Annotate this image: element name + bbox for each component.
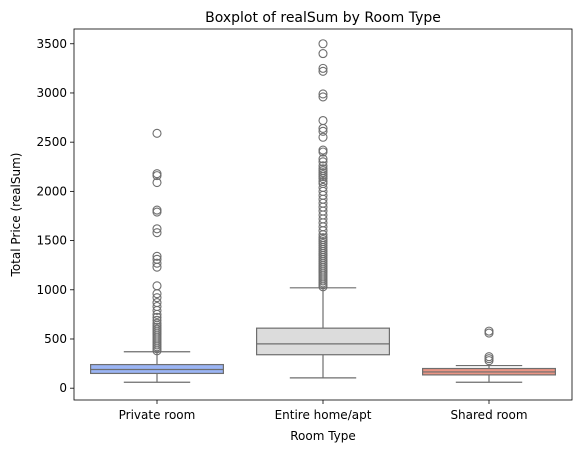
- outlier-point: [152, 128, 162, 138]
- outlier-point: [152, 312, 162, 322]
- boxes: [89, 39, 557, 383]
- x-tick-label: Entire home/apt: [275, 408, 372, 422]
- outlier-point: [152, 205, 162, 215]
- outlier-point: [318, 154, 328, 164]
- y-tick-label: 500: [44, 332, 67, 346]
- outlier-point: [318, 145, 328, 155]
- y-tick-label: 3500: [36, 37, 67, 51]
- outlier-point: [318, 176, 328, 187]
- y-tick-label: 2500: [36, 135, 67, 149]
- y-tick-label: 1000: [36, 283, 67, 297]
- outlier-point: [484, 354, 494, 364]
- outlier-point: [152, 258, 162, 268]
- outlier-point: [152, 315, 162, 325]
- x-axis-label: Room Type: [290, 429, 356, 443]
- outlier-point: [318, 126, 328, 136]
- y-tick-label: 3000: [36, 86, 67, 100]
- outlier-point: [318, 39, 328, 49]
- iqr-box: [256, 327, 391, 356]
- box-group: [256, 39, 391, 379]
- outlier-point: [152, 293, 162, 303]
- outlier-point: [318, 49, 328, 59]
- outlier-point: [152, 298, 162, 308]
- outlier-point: [152, 301, 162, 312]
- outlier-point: [318, 63, 328, 73]
- outlier-point: [318, 161, 328, 171]
- y-tick-label: 1500: [36, 234, 67, 248]
- outlier-point: [318, 89, 328, 99]
- outlier-point: [152, 224, 162, 234]
- outlier-point: [484, 352, 494, 362]
- outlier-point: [152, 254, 162, 264]
- outlier-point: [152, 318, 162, 328]
- plot-frame: [73, 28, 573, 401]
- chart-title: Boxplot of realSum by Room Type: [205, 10, 441, 26]
- outlier-point: [318, 66, 328, 76]
- y-tick-label: 2000: [36, 184, 67, 198]
- outlier-point: [484, 328, 494, 338]
- outlier-point: [152, 169, 162, 179]
- outlier-point: [152, 251, 162, 261]
- outlier-point: [318, 132, 328, 142]
- y-axis-label: Total Price (realSum): [9, 153, 23, 278]
- outlier-point: [318, 164, 328, 174]
- y-axis: 0 500 1000 1500 2000 2500 3000 3500: [36, 37, 74, 395]
- x-tick-label: Shared room: [450, 408, 527, 422]
- outlier-point: [318, 182, 328, 192]
- y-tick-label: 0: [59, 381, 67, 395]
- box-group: [422, 326, 557, 383]
- outlier-point: [318, 157, 328, 167]
- outlier-point: [318, 233, 328, 243]
- x-tick-label: Private room: [119, 408, 196, 422]
- outlier-point: [318, 115, 328, 126]
- outlier-point: [152, 177, 162, 188]
- outlier-point: [484, 326, 494, 336]
- outlier-point: [152, 281, 162, 291]
- outlier-point: [318, 92, 328, 102]
- box-group: [89, 128, 225, 383]
- x-axis: Private room Entire home/apt Shared room: [119, 400, 528, 422]
- outlier-point: [152, 228, 162, 238]
- outlier-point: [152, 207, 162, 217]
